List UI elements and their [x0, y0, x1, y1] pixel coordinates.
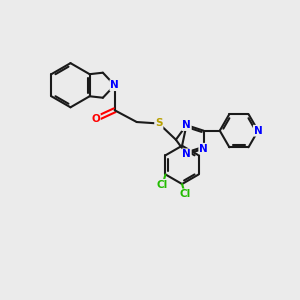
Text: N: N [199, 144, 208, 154]
Text: N: N [182, 120, 191, 130]
Text: N: N [182, 149, 191, 159]
Text: O: O [91, 114, 100, 124]
Text: Cl: Cl [157, 180, 168, 190]
Text: S: S [155, 118, 163, 128]
Text: Cl: Cl [179, 189, 191, 199]
Text: N: N [254, 126, 262, 136]
Text: N: N [110, 80, 119, 90]
